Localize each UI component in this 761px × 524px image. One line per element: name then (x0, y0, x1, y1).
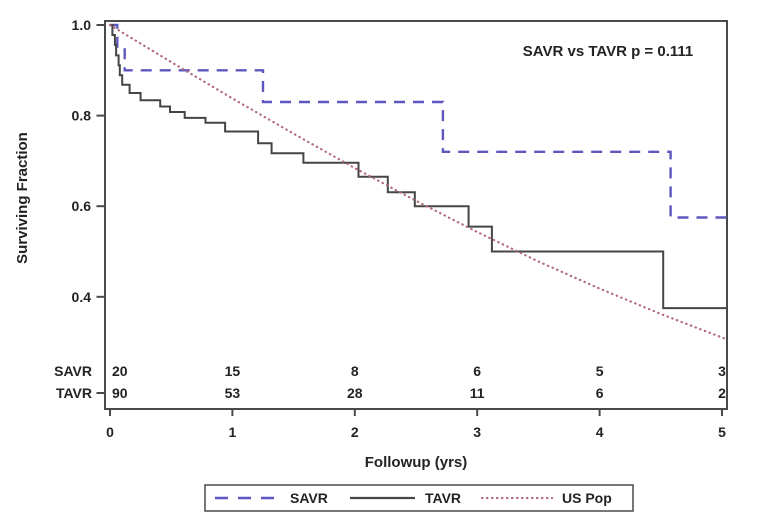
y-tick-label: 0.4 (72, 289, 92, 305)
at-risk-value: 5 (596, 363, 604, 379)
at-risk-value: 20 (112, 363, 128, 379)
at-risk-value: 28 (347, 385, 363, 401)
legend-label-tavr: TAVR (425, 490, 461, 506)
at-risk-value: 90 (112, 385, 128, 401)
x-tick-label: 0 (106, 424, 114, 440)
x-tick-label: 1 (229, 424, 237, 440)
y-tick-label: 0.8 (72, 108, 92, 124)
y-tick-label: 1.0 (72, 17, 92, 33)
at-risk-value: 53 (225, 385, 241, 401)
us-pop-curve (108, 23, 729, 341)
savr-curve (110, 23, 727, 219)
tavr-curve (110, 24, 727, 310)
at-risk-row-label: SAVR (54, 363, 92, 379)
at-risk-row-label: TAVR (56, 385, 92, 401)
x-tick-label: 5 (718, 424, 726, 440)
x-tick-label: 4 (596, 424, 604, 440)
at-risk-value: 3 (718, 363, 726, 379)
at-risk-value: 15 (225, 363, 241, 379)
y-axis-ticks: 1.0 0.8 0.6 0.4 (72, 17, 105, 394)
survival-curves (108, 23, 729, 341)
x-tick-label: 3 (473, 424, 481, 440)
at-risk-value: 11 (470, 385, 485, 401)
p-value-annotation: SAVR vs TAVR p = 0.111 (523, 43, 694, 60)
legend-label-savr: SAVR (290, 490, 328, 506)
at-risk-value: 2 (718, 385, 726, 401)
legend-box: SAVR TAVR US Pop (204, 484, 634, 512)
x-axis-ticks: 0 1 2 3 4 5 (106, 409, 726, 440)
plot-frame (104, 20, 728, 410)
at-risk-value: 8 (351, 363, 359, 379)
y-axis-title: Surviving Fraction (14, 132, 31, 264)
legend-frame (204, 484, 634, 512)
legend-label-us-pop: US Pop (562, 490, 612, 506)
at-risk-value: 6 (596, 385, 604, 401)
x-axis-title: Followup (yrs) (365, 454, 468, 471)
y-tick-label: 0.6 (72, 198, 92, 214)
at-risk-value: 6 (473, 363, 481, 379)
x-tick-label: 2 (351, 424, 359, 440)
